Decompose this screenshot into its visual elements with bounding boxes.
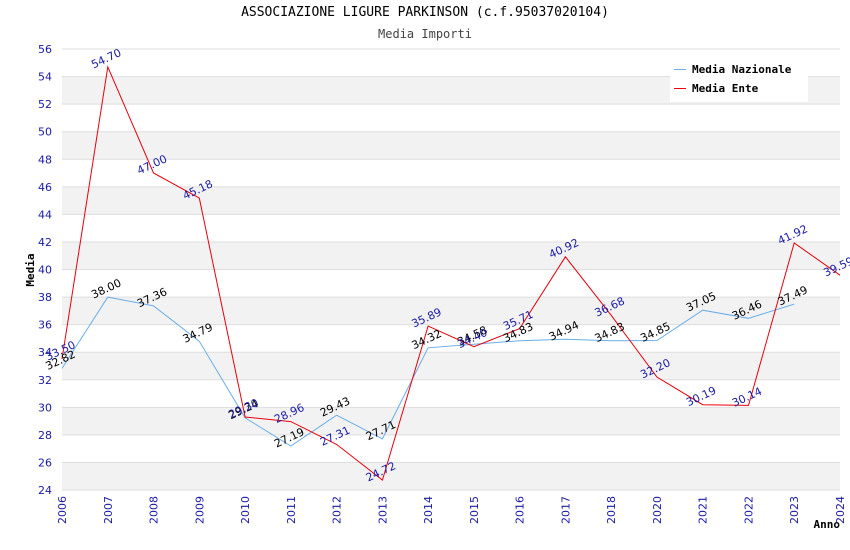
x-tick-label: 2020	[651, 496, 664, 524]
data-label-ente: 54.70	[89, 46, 123, 71]
y-tick-label: 40	[38, 264, 52, 277]
series-line-ente	[61, 65, 841, 481]
legend-entry-nazionale: Media Nazionale	[670, 60, 808, 79]
x-tick-label: 2010	[239, 496, 252, 524]
chart-legend: Media Nazionale Media Ente	[670, 60, 808, 102]
y-tick-label: 30	[38, 401, 52, 414]
x-tick-label: 2022	[742, 496, 755, 524]
grid-band	[62, 131, 840, 160]
legend-swatch-ente	[674, 88, 686, 89]
y-tick-label: 24	[38, 484, 52, 497]
grid-band	[62, 297, 840, 325]
y-tick-label: 48	[38, 153, 52, 166]
y-tick-label: 34	[38, 346, 52, 359]
y-tick-label: 38	[38, 291, 52, 304]
chart-title: ASSOCIAZIONE LIGURE PARKINSON (c.f.95037…	[241, 5, 609, 20]
grid-band	[62, 407, 840, 435]
data-label-ente: 30.14	[730, 385, 764, 410]
y-tick-label: 46	[38, 181, 52, 194]
y-tick-label: 28	[38, 429, 52, 442]
y-tick-label: 36	[38, 319, 52, 332]
y-tick-label: 42	[38, 236, 52, 249]
x-tick-label: 2017	[559, 496, 572, 524]
x-tick-label: 2008	[148, 496, 161, 524]
x-tick-label: 2018	[605, 496, 618, 524]
grid-band	[62, 186, 840, 215]
y-tick-label: 26	[38, 456, 52, 469]
legend-swatch-nazionale	[674, 69, 686, 70]
x-tick-label: 2009	[193, 496, 206, 524]
y-tick-label: 52	[38, 98, 52, 111]
y-tick-label: 44	[38, 208, 52, 221]
x-tick-label: 2006	[56, 496, 69, 524]
x-tick-label: 2016	[514, 496, 527, 524]
x-tick-label: 2021	[697, 496, 710, 524]
x-axis-label: Anno	[814, 518, 841, 531]
legend-entry-ente: Media Ente	[670, 79, 808, 98]
x-tick-label: 2023	[788, 496, 801, 524]
grid-band	[62, 352, 840, 380]
y-axis-label: Media	[24, 253, 37, 286]
x-tick-label: 2012	[331, 496, 344, 524]
series-line-nazionale	[61, 296, 795, 447]
x-tick-label: 2014	[422, 496, 435, 524]
x-tick-label: 2024	[834, 496, 847, 524]
x-tick-label: 2015	[468, 496, 481, 524]
grid-band	[62, 462, 840, 490]
y-tick-label: 56	[38, 43, 52, 56]
x-tick-label: 2013	[376, 496, 389, 524]
chart-subtitle: Media Importi	[378, 27, 472, 41]
legend-label-ente: Media Ente	[692, 82, 759, 95]
legend-label-nazionale: Media Nazionale	[692, 63, 792, 76]
y-tick-label: 50	[38, 126, 52, 139]
x-tick-label: 2007	[102, 496, 115, 524]
y-tick-label: 54	[38, 71, 52, 84]
y-tick-label: 32	[38, 374, 52, 387]
grid-band	[62, 241, 840, 270]
x-tick-label: 2011	[285, 496, 298, 524]
